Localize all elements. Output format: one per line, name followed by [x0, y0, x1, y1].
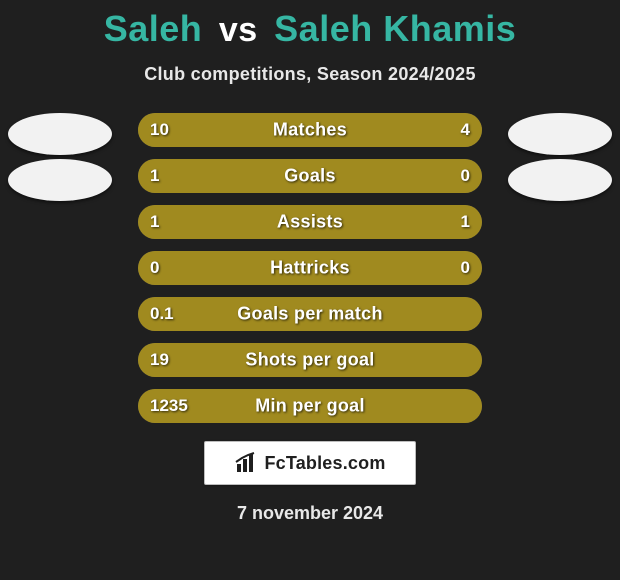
- stat-bar: 0.1Goals per match: [138, 297, 482, 331]
- bar-fill: [138, 389, 482, 423]
- stat-bar: 10Goals: [138, 159, 482, 193]
- bar-fill-right: [399, 159, 482, 193]
- stats-arena: 104Matches 10Goals 11Assists 00Hattricks 0.1…: [0, 113, 620, 423]
- player1-avatar-a: [8, 113, 112, 155]
- bar-fill-right: [372, 113, 482, 147]
- bar-fill-left: [138, 251, 310, 285]
- bar-fill-left: [138, 159, 399, 193]
- bar-fill-left: [138, 113, 372, 147]
- chart-icon: [234, 452, 258, 474]
- player2-avatar-a: [508, 113, 612, 155]
- stat-bar: 00Hattricks: [138, 251, 482, 285]
- bar-fill-right: [310, 251, 482, 285]
- title-vs: vs: [219, 11, 258, 49]
- stat-bar: 104Matches: [138, 113, 482, 147]
- bar-fill: [138, 205, 482, 239]
- source-badge-text: FcTables.com: [264, 453, 385, 474]
- stat-bars-container: 104Matches 10Goals 11Assists 00Hattricks 0.1…: [138, 113, 482, 423]
- comparison-title: Saleh vs Saleh Khamis: [0, 0, 620, 50]
- source-badge[interactable]: FcTables.com: [204, 441, 416, 485]
- stat-bar: 19Shots per goal: [138, 343, 482, 377]
- player1-name: Saleh: [104, 8, 203, 49]
- bar-fill: [138, 297, 482, 331]
- stat-bar: 11Assists: [138, 205, 482, 239]
- date-text: 7 november 2024: [0, 503, 620, 524]
- player2-name: Saleh Khamis: [274, 8, 516, 49]
- player1-avatar-b: [8, 159, 112, 201]
- subtitle: Club competitions, Season 2024/2025: [0, 64, 620, 85]
- bar-fill: [138, 343, 482, 377]
- stat-bar: 1235Min per goal: [138, 389, 482, 423]
- player2-avatar-b: [508, 159, 612, 201]
